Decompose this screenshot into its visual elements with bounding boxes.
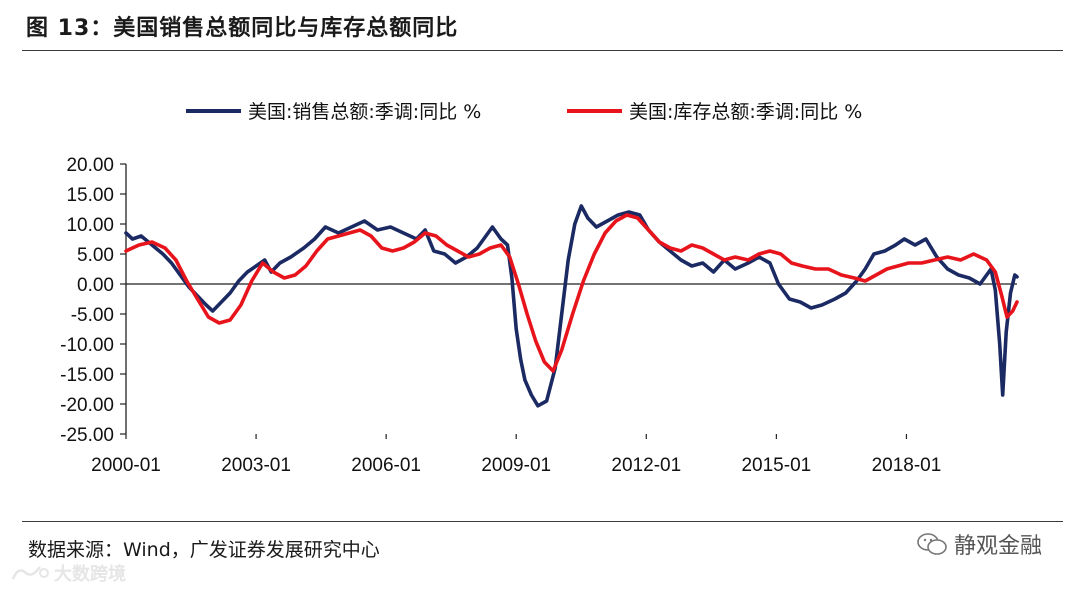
wechat-text: 静观金融 — [953, 534, 1042, 559]
x-tick-label: 2000-01 — [91, 455, 161, 476]
x-tick-label: 2018-01 — [872, 455, 942, 476]
watermark-text: 大数跨境 — [54, 564, 126, 585]
y-tick-label: -15.00 — [60, 365, 114, 386]
legend-label-inventory: 美国:库存总额:季调:同比 % — [629, 101, 862, 123]
legend-label-sales: 美国:销售总额:季调:同比 % — [248, 101, 481, 123]
y-tick-label: -10.00 — [60, 335, 114, 356]
bottom-divider — [22, 521, 1063, 522]
top-divider — [22, 50, 1063, 51]
y-tick-label: 10.00 — [66, 215, 114, 236]
line-chart: 20.00 15.00 10.00 5.00 0.00 -5.00 -10.00 -15.00… — [60, 101, 1019, 476]
watermark: 大数跨境 — [10, 560, 126, 586]
x-tick-label: 2009-01 — [481, 455, 551, 476]
watermark-icon — [11, 566, 49, 580]
source-note: 数据来源：Wind，广发证券发展研究中心 — [28, 539, 380, 561]
wechat-icon — [917, 533, 947, 555]
y-tick-label: -20.00 — [60, 395, 114, 416]
series-line-inventory — [124, 213, 1019, 373]
figure-title: 图 13：美国销售总额同比与库存总额同比 — [26, 16, 459, 41]
y-tick-label: 0.00 — [77, 275, 114, 296]
x-tick-label: 2012-01 — [611, 455, 681, 476]
x-tick-label: 2006-01 — [351, 455, 421, 476]
x-tick-label: 2015-01 — [741, 455, 811, 476]
y-tick-label: 20.00 — [66, 155, 114, 176]
y-tick-label: 5.00 — [77, 245, 114, 266]
wechat-brand: 静观金融 — [916, 528, 1042, 560]
y-tick-label: -25.00 — [60, 425, 114, 446]
y-tick-label: 15.00 — [66, 185, 114, 206]
x-tick-label: 2003-01 — [221, 455, 291, 476]
series-line-sales — [124, 204, 1019, 408]
y-tick-label: -5.00 — [71, 305, 114, 326]
